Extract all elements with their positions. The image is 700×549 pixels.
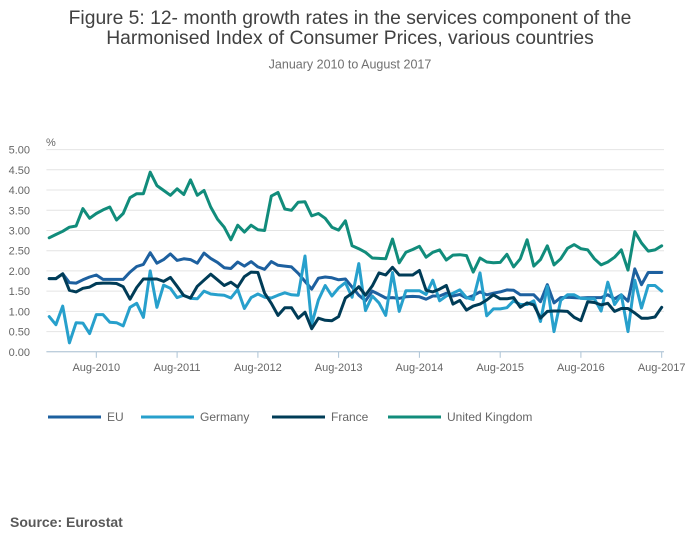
svg-text:Harmonised Index of Consumer P: Harmonised Index of Consumer Prices, var… (106, 28, 594, 49)
svg-text:Source: Eurostat: Source: Eurostat (10, 514, 123, 530)
svg-text:5.00: 5.00 (9, 145, 30, 157)
svg-text:Aug-2011: Aug-2011 (154, 362, 201, 374)
svg-text:4.00: 4.00 (9, 185, 30, 197)
svg-text:EU: EU (107, 410, 124, 424)
svg-text:2.00: 2.00 (9, 266, 30, 278)
svg-text:Aug-2015: Aug-2015 (476, 362, 524, 374)
svg-text:Aug-2012: Aug-2012 (234, 362, 282, 374)
svg-text:3.00: 3.00 (9, 226, 30, 238)
svg-text:3.50: 3.50 (9, 205, 30, 217)
svg-text:Aug-2016: Aug-2016 (557, 362, 605, 374)
svg-text:Aug-2010: Aug-2010 (72, 362, 120, 374)
svg-text:0.00: 0.00 (9, 347, 30, 359)
svg-text:%: % (46, 137, 56, 149)
svg-text:Germany: Germany (200, 410, 249, 424)
svg-text:Aug-2017: Aug-2017 (638, 362, 686, 374)
svg-text:January 2010 to August 2017: January 2010 to August 2017 (269, 58, 432, 72)
svg-text:0.50: 0.50 (9, 327, 30, 339)
svg-text:Figure 5: 12- month growth rat: Figure 5: 12- month growth rates in the … (69, 8, 632, 29)
svg-text:United Kingdom: United Kingdom (447, 410, 532, 424)
svg-text:2.50: 2.50 (9, 246, 30, 258)
svg-text:4.50: 4.50 (9, 165, 30, 177)
svg-text:France: France (331, 410, 369, 424)
svg-text:1.50: 1.50 (9, 286, 30, 298)
svg-text:Aug-2013: Aug-2013 (315, 362, 363, 374)
svg-text:1.00: 1.00 (9, 306, 30, 318)
svg-text:Aug-2014: Aug-2014 (396, 362, 444, 374)
